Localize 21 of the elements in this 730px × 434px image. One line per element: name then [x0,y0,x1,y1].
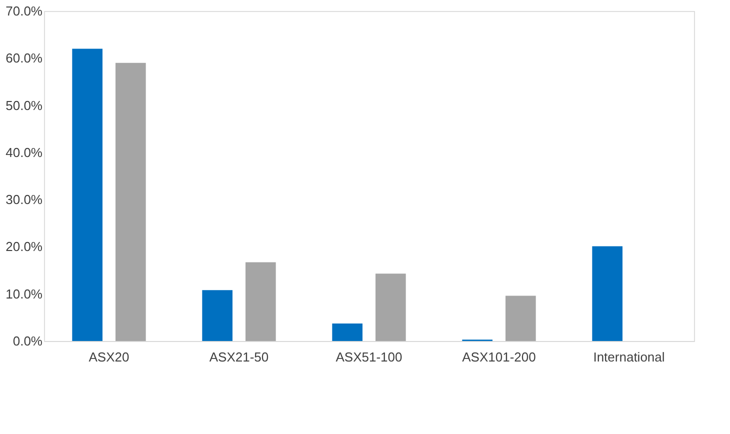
bar [332,324,362,341]
bar [246,262,276,341]
bar [116,62,146,341]
y-tick-label: 70.0% [6,4,43,18]
x-tick-label: ASX101-200 [462,350,536,364]
y-tick-label: 10.0% [6,286,43,302]
bar [202,290,232,341]
bar [72,48,102,341]
bar [592,246,622,341]
y-tick-label: 40.0% [6,144,43,160]
y-tick-label: 30.0% [6,192,43,208]
y-tick-label: 50.0% [6,98,43,113]
bar [376,274,406,341]
x-tick-label: ASX20 [88,350,130,364]
x-tick-label: International [593,350,665,364]
bar [506,296,536,341]
y-tick-label: 60.0% [6,50,43,66]
y-tick-label: 0.0% [12,334,43,348]
x-tick-label: ASX21-50 [209,350,269,364]
x-tick-label: ASX51-100 [336,350,402,364]
y-tick-label: 20.0% [6,239,43,254]
